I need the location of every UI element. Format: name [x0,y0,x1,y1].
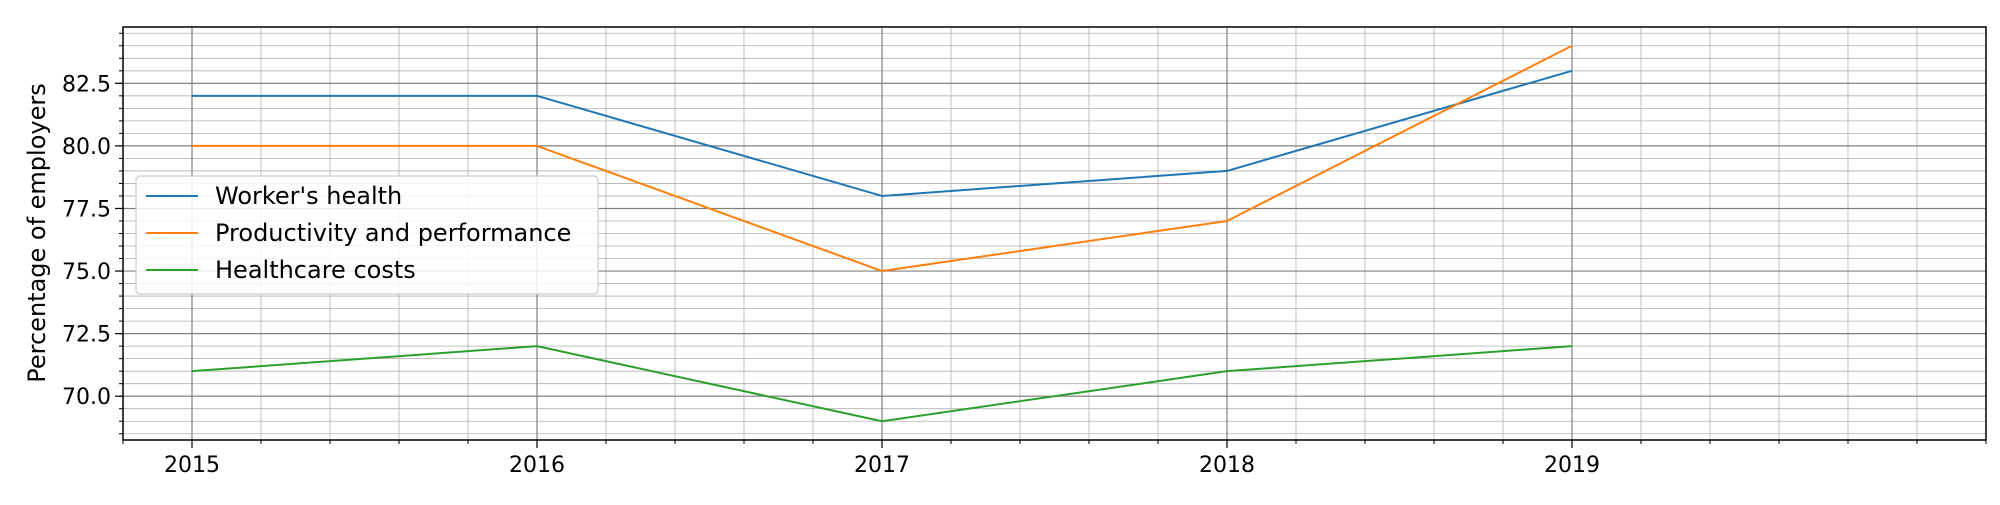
y-tick-label: 82.5 [62,72,111,97]
x-tick-label: 2016 [509,453,565,478]
legend-label: Worker's health [215,182,402,210]
x-tick-label: 2015 [164,453,220,478]
legend-label: Productivity and performance [215,219,571,247]
y-tick-label: 75.0 [62,260,111,285]
axis-ticks: 70.0 72.5 75.0 77.5 80.0 82.5 2015 2016 2017 2018… [62,32,1987,478]
series-line-productivity-and-performance [192,44,1573,273]
legend-label: Healthcare costs [215,256,416,284]
x-tick-label: 2019 [1544,453,1600,478]
series-line-worker-s-health [192,69,1573,197]
y-tick-label: 77.5 [62,197,111,222]
series-line-healthcare-costs [191,345,1573,423]
x-tick-label: 2018 [1199,453,1255,478]
legend: Worker's health Productivity and performa… [135,175,599,295]
y-tick-label: 80.0 [62,135,111,160]
x-tick-label: 2017 [854,453,910,478]
legend-box [135,175,599,295]
grid [122,27,1987,440]
y-tick-label: 72.5 [62,323,111,348]
y-axis-label: Percentage of employers [23,83,51,382]
series-lines [191,44,1573,423]
y-tick-label: 70.0 [62,385,111,410]
